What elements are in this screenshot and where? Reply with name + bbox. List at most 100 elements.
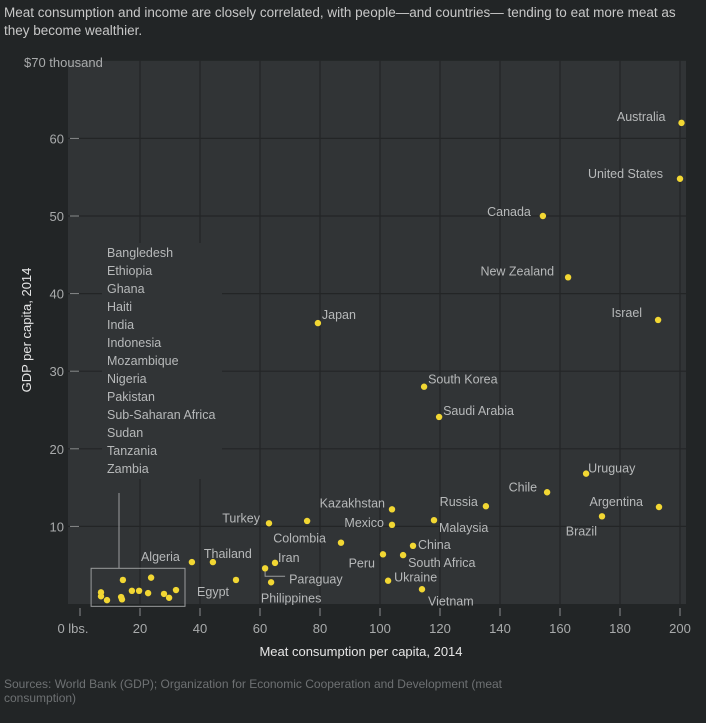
data-point bbox=[430, 516, 438, 524]
data-point bbox=[676, 175, 684, 182]
point-label: Israel bbox=[612, 306, 643, 320]
point-label: United States bbox=[588, 167, 663, 181]
group-country-label: Haiti bbox=[107, 300, 132, 314]
data-point bbox=[388, 506, 396, 513]
data-point bbox=[384, 577, 392, 584]
group-label-background bbox=[102, 243, 222, 479]
point-label: Peru bbox=[349, 556, 375, 570]
group-country-label: Nigeria bbox=[107, 372, 147, 386]
data-point bbox=[135, 587, 143, 595]
group-country-label: Ethiopia bbox=[107, 264, 152, 278]
group-country-label: Sub-Saharan Africa bbox=[107, 408, 215, 422]
x-tick-label: 20 bbox=[133, 621, 147, 636]
point-label: Uruguay bbox=[588, 462, 636, 476]
point-label: Ukraine bbox=[394, 571, 437, 585]
data-points bbox=[97, 119, 685, 604]
data-point bbox=[598, 513, 606, 520]
group-country-label: Sudan bbox=[107, 426, 143, 440]
data-point bbox=[303, 517, 311, 525]
point-label: Chile bbox=[509, 480, 538, 494]
data-point bbox=[314, 319, 322, 327]
group-country-label: Tanzania bbox=[107, 444, 157, 458]
point-label: Turkey bbox=[222, 511, 260, 525]
point-label: Brazil bbox=[566, 524, 597, 538]
low-income-group: Bangledesh Ethiopia Ghana Haiti India Indones… bbox=[90, 243, 222, 607]
y-tick-label: 50 bbox=[50, 209, 64, 224]
data-point bbox=[582, 470, 590, 477]
data-point bbox=[678, 119, 685, 127]
data-point bbox=[418, 586, 426, 593]
point-label: Paraguay bbox=[289, 572, 343, 586]
point-label: New Zealand bbox=[480, 264, 554, 278]
data-point bbox=[147, 574, 155, 581]
data-point bbox=[271, 559, 279, 567]
point-label: South Korea bbox=[428, 373, 498, 387]
data-point bbox=[144, 589, 152, 597]
point-label: Malaysia bbox=[439, 521, 488, 535]
point-label: Iran bbox=[278, 551, 300, 565]
data-point bbox=[379, 551, 387, 558]
point-label: South Africa bbox=[408, 556, 475, 570]
point-label: Russia bbox=[440, 495, 478, 509]
point-label: Thailand bbox=[204, 547, 252, 561]
data-point bbox=[97, 593, 105, 600]
point-label: Egypt bbox=[197, 585, 229, 599]
point-label: Philippines bbox=[261, 591, 321, 605]
x-tick-label: 200 bbox=[669, 621, 691, 636]
point-label: Mexico bbox=[344, 516, 384, 530]
data-point bbox=[119, 576, 127, 584]
point-label: Argentina bbox=[589, 495, 643, 509]
x-tick-label: 60 bbox=[253, 621, 267, 636]
group-country-label: Ghana bbox=[107, 282, 145, 296]
group-country-label: Mozambique bbox=[107, 354, 179, 368]
point-label: Kazakhstan bbox=[320, 496, 385, 510]
group-box bbox=[90, 567, 186, 607]
data-point bbox=[564, 274, 572, 281]
data-point bbox=[435, 413, 443, 421]
data-point bbox=[265, 520, 273, 527]
y-tick-label: 40 bbox=[50, 287, 64, 302]
x-tick-label: 0 lbs. bbox=[57, 621, 88, 636]
group-country-label: Pakistan bbox=[107, 390, 155, 404]
point-label: Australia bbox=[617, 110, 666, 124]
data-point bbox=[165, 594, 173, 601]
point-labels: Australia United States Canada New Zealand I… bbox=[141, 110, 666, 608]
data-point bbox=[337, 539, 345, 546]
data-point bbox=[209, 558, 217, 566]
group-country-label: India bbox=[107, 318, 134, 332]
point-label: Saudi Arabia bbox=[443, 404, 514, 418]
data-point bbox=[160, 590, 168, 598]
paraguay-leader-line bbox=[264, 571, 286, 577]
data-point bbox=[543, 489, 551, 496]
x-tick-label: 180 bbox=[609, 621, 631, 636]
data-point bbox=[655, 503, 663, 511]
point-label: Colombia bbox=[273, 532, 326, 546]
x-tick-label: 140 bbox=[489, 621, 511, 636]
y-axis-title: GDP per capita, 2014 bbox=[19, 268, 34, 393]
point-label: Algeria bbox=[141, 550, 180, 564]
data-point bbox=[232, 576, 240, 584]
x-tick-label: 100 bbox=[369, 621, 391, 636]
group-country-label: Indonesia bbox=[107, 336, 161, 350]
data-point bbox=[409, 542, 417, 549]
data-point bbox=[654, 316, 662, 324]
data-point bbox=[388, 521, 396, 529]
group-country-label: Zambia bbox=[107, 462, 149, 476]
point-label: Vietnam bbox=[428, 594, 474, 608]
data-point bbox=[103, 596, 111, 604]
data-point bbox=[188, 558, 196, 566]
sources-note: Sources: World Bank (GDP); Organization … bbox=[4, 677, 503, 705]
data-point bbox=[267, 579, 275, 586]
x-tick-label: 80 bbox=[313, 621, 327, 636]
data-point bbox=[261, 565, 269, 572]
data-point bbox=[399, 551, 407, 559]
x-tick-label: 120 bbox=[429, 621, 451, 636]
y-tick-label: $70 thousand bbox=[24, 55, 103, 70]
data-point bbox=[482, 503, 490, 510]
data-point bbox=[420, 383, 428, 390]
point-label: Canada bbox=[487, 205, 531, 219]
y-tick-label: 20 bbox=[50, 442, 64, 457]
group-country-label: Bangledesh bbox=[107, 246, 173, 260]
data-point bbox=[539, 212, 547, 220]
point-label: China bbox=[418, 538, 451, 552]
